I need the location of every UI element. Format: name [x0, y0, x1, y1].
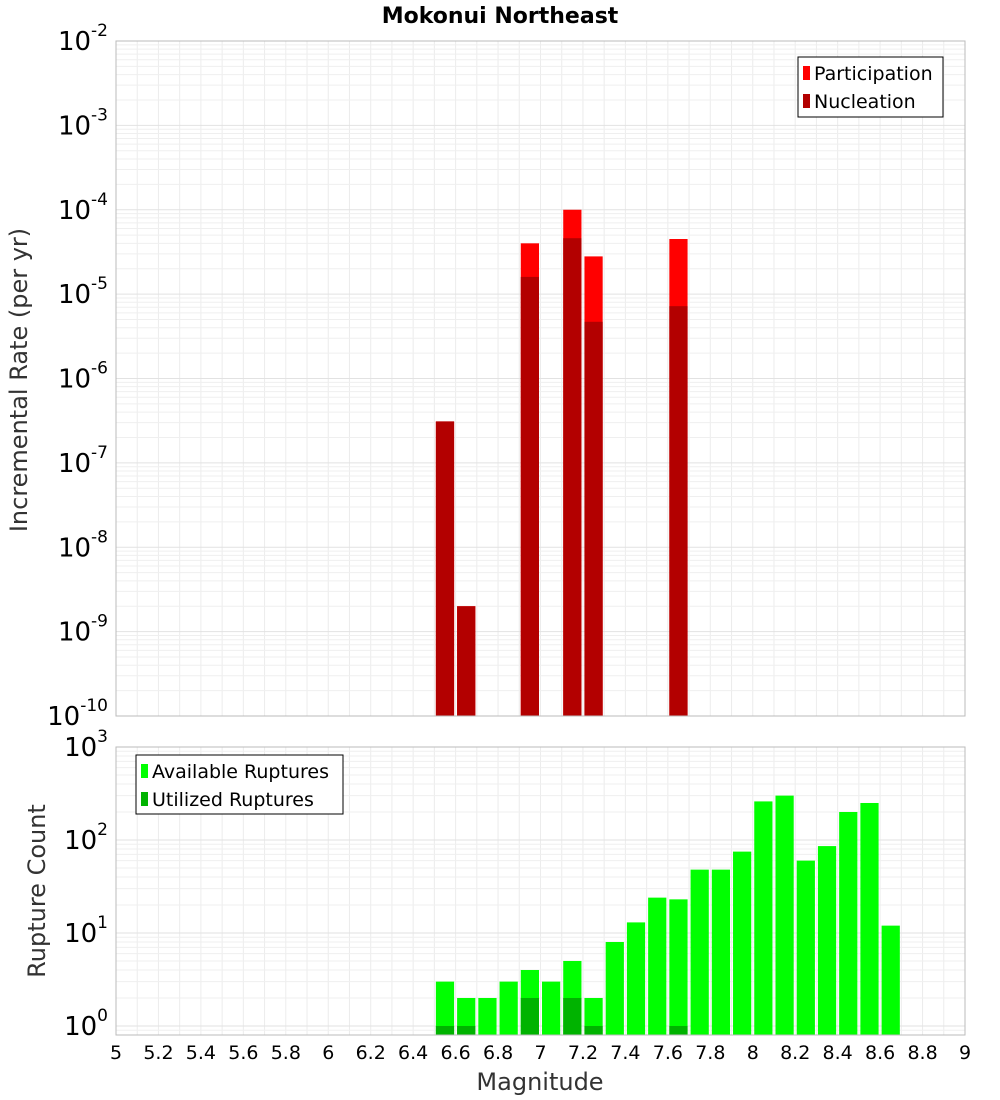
x-tick-label: 8.6: [865, 1042, 895, 1064]
bottom-plot-area: 100 101 102 103 5 5.2 5.4 5.6 5.8 6 6.2 6.4 6.6 6.8 7…: [64, 727, 971, 1064]
y-tick-label: 100: [64, 1006, 108, 1042]
x-tick-label: 7: [534, 1042, 546, 1064]
bar-available-ruptures: [711, 869, 731, 1035]
legend-entry: Nucleation: [814, 91, 916, 113]
bar-available-ruptures: [457, 997, 476, 1035]
bar-available-ruptures: [542, 981, 561, 1035]
bar-overlay-utilized-ruptures: [520, 997, 539, 1035]
bar-overlay-nucleation: [520, 276, 539, 716]
y-tick-label: 10-3: [58, 105, 108, 141]
bar-available-ruptures: [690, 869, 709, 1035]
x-tick-label: 7.6: [653, 1042, 683, 1064]
legend-swatch: [803, 94, 810, 108]
bar-available-ruptures: [478, 997, 497, 1035]
x-tick-label: 7.2: [568, 1042, 598, 1064]
bar-available-ruptures: [669, 899, 688, 1035]
x-ticks: 5 5.2 5.4 5.6 5.8 6 6.2 6.4 6.6 6.8 7 7.2 7.4 7.6 7.8 8…: [110, 1042, 971, 1064]
top-y-ticks: 10-10 10-9 10-8 10-7 10-6 10-5 10-4 10-3 10-2: [47, 21, 108, 732]
x-tick-label: 8: [747, 1042, 759, 1064]
top-plot-frame: [115, 40, 966, 717]
x-tick-label: 6.6: [440, 1042, 470, 1064]
bar-available-ruptures: [881, 925, 900, 1035]
bar-overlay-nucleation: [563, 238, 582, 716]
bar-available-ruptures: [754, 801, 773, 1035]
bar-available-ruptures: [435, 981, 455, 1035]
bottom-y-ticks: 100 101 102 103: [64, 727, 108, 1042]
legend-swatch: [803, 66, 810, 80]
bar-available-ruptures: [796, 860, 815, 1035]
legend-entry: Utilized Ruptures: [152, 789, 314, 811]
bar-overlay-nucleation: [457, 606, 476, 716]
x-tick-label: 6.4: [398, 1042, 428, 1064]
top-gridlines: [115, 40, 966, 717]
y-tick-label: 10-6: [58, 359, 108, 395]
x-tick-label: 5.6: [228, 1042, 258, 1064]
legend-box: [135, 754, 344, 815]
bottom-plot-frame: [115, 746, 966, 1036]
bar-available-ruptures: [499, 981, 518, 1035]
bar-available-ruptures: [584, 997, 603, 1035]
legend-swatch: [141, 792, 148, 806]
x-tick-label: 5.8: [271, 1042, 301, 1064]
bar-overlay-nucleation: [435, 421, 455, 716]
x-tick-label: 6.2: [356, 1042, 386, 1064]
y-tick-label: 10-8: [58, 527, 108, 563]
bar-available-ruptures: [817, 846, 837, 1035]
x-tick-label: 8.8: [907, 1042, 937, 1064]
legend-entry: Participation: [814, 63, 933, 85]
y-tick-label: 10-10: [47, 696, 108, 732]
x-tick-label: 5.2: [143, 1042, 173, 1064]
y-tick-label: 10-9: [58, 612, 108, 648]
bar-available-ruptures: [648, 897, 667, 1035]
bar-overlay-nucleation: [669, 306, 688, 716]
bottom-bars: [435, 795, 900, 1035]
x-tick-label: 5: [110, 1042, 122, 1064]
legend-swatch: [141, 764, 148, 778]
y-tick-label: 10-7: [58, 443, 108, 479]
bar-overlay-nucleation: [584, 321, 603, 716]
bar-available-ruptures: [775, 795, 794, 1035]
bar-available-ruptures: [839, 812, 858, 1035]
bar-overlay-utilized-ruptures: [457, 1025, 476, 1035]
y-tick-label: 101: [64, 913, 108, 949]
bottom-y-axis-label: Rupture Count: [23, 804, 51, 978]
bar-overlay-utilized-ruptures: [563, 997, 582, 1035]
bar-available-ruptures: [626, 922, 646, 1035]
bar-available-ruptures: [605, 942, 624, 1035]
y-tick-label: 103: [64, 727, 108, 763]
x-tick-label: 9: [959, 1042, 971, 1064]
top-legend: Participation Nucleation: [797, 56, 944, 118]
y-tick-label: 10-2: [58, 21, 108, 57]
x-tick-label: 6: [322, 1042, 334, 1064]
bar-available-ruptures: [733, 851, 752, 1035]
y-tick-label: 10-4: [58, 190, 108, 226]
x-tick-label: 6.8: [483, 1042, 513, 1064]
x-tick-label: 7.8: [695, 1042, 725, 1064]
top-bars: [435, 209, 688, 717]
y-tick-label: 10-5: [58, 274, 108, 310]
chart-title: Mokonui Northeast: [382, 4, 619, 29]
y-tick-label: 102: [64, 820, 108, 856]
bar-overlay-utilized-ruptures: [669, 1025, 688, 1035]
top-y-axis-label: Incremental Rate (per yr): [5, 228, 33, 532]
x-axis-label: Magnitude: [476, 1068, 603, 1096]
x-tick-label: 5.4: [186, 1042, 216, 1064]
x-tick-label: 8.2: [780, 1042, 810, 1064]
bar-available-ruptures: [860, 802, 879, 1035]
bottom-legend: Available Ruptures Utilized Ruptures: [135, 754, 344, 815]
x-tick-label: 8.4: [823, 1042, 853, 1064]
bar-overlay-utilized-ruptures: [584, 1025, 603, 1035]
top-plot-area: 10-10 10-9 10-8 10-7 10-6 10-5 10-4 10-3 10-2 Pa…: [47, 21, 966, 732]
bar-overlay-utilized-ruptures: [435, 1025, 455, 1035]
legend-entry: Available Ruptures: [152, 761, 329, 783]
x-tick-label: 7.4: [610, 1042, 640, 1064]
legend-box: [797, 56, 944, 118]
